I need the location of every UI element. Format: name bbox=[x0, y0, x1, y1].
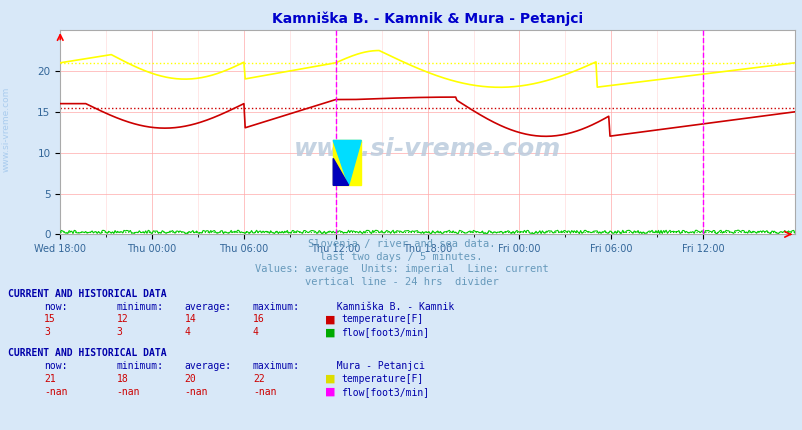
Text: -nan: -nan bbox=[253, 387, 276, 397]
Text: 12: 12 bbox=[116, 314, 128, 325]
Text: Kamniška B. - Kamnik: Kamniška B. - Kamnik bbox=[325, 301, 454, 312]
Text: -nan: -nan bbox=[116, 387, 140, 397]
Text: temperature[F]: temperature[F] bbox=[341, 374, 423, 384]
Text: www.si-vreme.com: www.si-vreme.com bbox=[294, 137, 561, 160]
Title: Kamniška B. - Kamnik & Mura - Petanjci: Kamniška B. - Kamnik & Mura - Petanjci bbox=[272, 12, 582, 26]
Text: flow[foot3/min]: flow[foot3/min] bbox=[341, 387, 429, 397]
Text: 22: 22 bbox=[253, 374, 265, 384]
Text: ■: ■ bbox=[325, 314, 335, 325]
Text: 15: 15 bbox=[44, 314, 56, 325]
Text: flow[foot3/min]: flow[foot3/min] bbox=[341, 327, 429, 338]
Text: CURRENT AND HISTORICAL DATA: CURRENT AND HISTORICAL DATA bbox=[8, 289, 167, 299]
Text: CURRENT AND HISTORICAL DATA: CURRENT AND HISTORICAL DATA bbox=[8, 348, 167, 358]
Text: maximum:: maximum: bbox=[253, 361, 300, 371]
Text: last two days / 5 minutes.: last two days / 5 minutes. bbox=[320, 252, 482, 261]
Text: average:: average: bbox=[184, 361, 232, 371]
Text: ■: ■ bbox=[325, 327, 335, 338]
Text: www.si-vreme.com: www.si-vreme.com bbox=[2, 86, 11, 172]
Text: 3: 3 bbox=[116, 327, 122, 338]
Text: ■: ■ bbox=[325, 387, 335, 397]
Text: now:: now: bbox=[44, 301, 67, 312]
Text: Slovenia / river and sea data.: Slovenia / river and sea data. bbox=[307, 239, 495, 249]
Text: -nan: -nan bbox=[44, 387, 67, 397]
Text: 4: 4 bbox=[253, 327, 258, 338]
Text: Values: average  Units: imperial  Line: current: Values: average Units: imperial Line: cu… bbox=[254, 264, 548, 274]
Text: Mura - Petanjci: Mura - Petanjci bbox=[325, 361, 424, 371]
Text: 18: 18 bbox=[116, 374, 128, 384]
Text: 3: 3 bbox=[44, 327, 50, 338]
Text: minimum:: minimum: bbox=[116, 301, 164, 312]
Text: minimum:: minimum: bbox=[116, 361, 164, 371]
Text: now:: now: bbox=[44, 361, 67, 371]
Text: 4: 4 bbox=[184, 327, 190, 338]
Text: vertical line - 24 hrs  divider: vertical line - 24 hrs divider bbox=[304, 277, 498, 287]
Text: temperature[F]: temperature[F] bbox=[341, 314, 423, 325]
Text: average:: average: bbox=[184, 301, 232, 312]
Text: 16: 16 bbox=[253, 314, 265, 325]
Polygon shape bbox=[333, 140, 361, 185]
Text: maximum:: maximum: bbox=[253, 301, 300, 312]
Text: ■: ■ bbox=[325, 374, 335, 384]
Polygon shape bbox=[333, 158, 348, 185]
Text: 21: 21 bbox=[44, 374, 56, 384]
Text: 20: 20 bbox=[184, 374, 196, 384]
Bar bbox=[333, 141, 361, 185]
Text: -nan: -nan bbox=[184, 387, 208, 397]
Text: 14: 14 bbox=[184, 314, 196, 325]
